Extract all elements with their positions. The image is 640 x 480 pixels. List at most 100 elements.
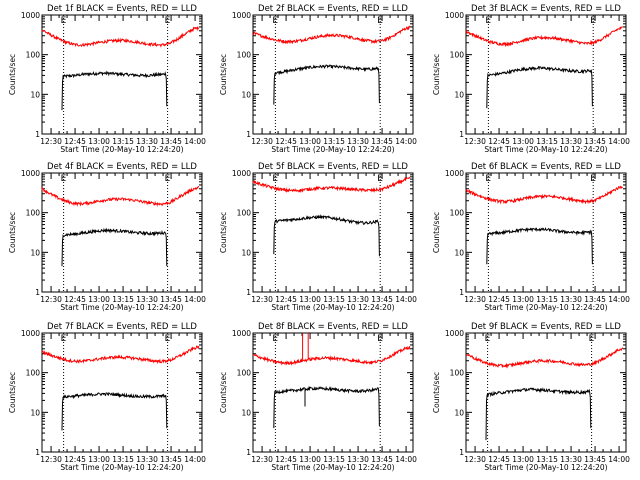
y-axis-label: Counts/sec: [432, 372, 441, 413]
x-tick-label: 13:30: [136, 455, 158, 464]
x-tick-label: 13:45: [160, 295, 182, 304]
panel-det-2: Det 2f BLACK = Events, RED = LLD 1 10 100 10…: [219, 4, 417, 154]
y-tick-label: 1000: [232, 169, 251, 178]
series-events-line: [486, 227, 593, 265]
x-tick-label: 14:00: [184, 295, 206, 304]
panel-det-3: Det 3f BLACK = Events, RED = LLD 1 10 100 10…: [432, 4, 630, 154]
y-tick-label: 100: [450, 51, 465, 60]
panel-det-8: Det 8f BLACK = Events, RED = LLD 1 10 100 10…: [219, 322, 417, 472]
x-tick-label: 12:45: [275, 137, 297, 146]
x-tick-label: 13:45: [160, 137, 182, 146]
plot-frame: [252, 332, 414, 453]
y-tick-label: 100: [26, 369, 41, 378]
panel-title: Det 2f BLACK = Events, RED = LLD: [258, 4, 408, 14]
x-tick-label: 12:30: [40, 455, 62, 464]
y-tick-label: 1000: [21, 329, 40, 338]
plot-frame: [465, 332, 627, 453]
x-tick-label: 14:00: [395, 455, 417, 464]
x-axis-label: Start Time (20-May-10 12:24:20): [271, 303, 394, 312]
y-tick-label: 1000: [232, 11, 251, 20]
x-axis-label: Start Time (20-May-10 12:24:20): [60, 145, 183, 154]
x-tick-label: 13:30: [347, 295, 369, 304]
x-tick-label: 13:00: [512, 455, 534, 464]
x-tick-label: 13:00: [512, 295, 534, 304]
series-lld-line: [41, 345, 200, 365]
x-tick-label: 13:00: [512, 137, 534, 146]
y-tick-label: 1: [246, 448, 251, 457]
series-events-line: [61, 227, 168, 267]
series-events-line: [273, 385, 380, 429]
x-tick-label: 13:15: [536, 455, 558, 464]
series-events-line: [273, 64, 380, 105]
x-tick-label: 14:00: [184, 137, 206, 146]
x-tick-label: 13:45: [371, 137, 393, 146]
y-tick-label: 1: [246, 288, 251, 297]
event-marker-label: E: [272, 16, 278, 26]
x-axis-label: Start Time (20-May-10 12:24:20): [484, 303, 607, 312]
event-marker-label: E: [61, 174, 67, 184]
event-marker-label: E: [165, 334, 171, 344]
panel-title: Det 3f BLACK = Events, RED = LLD: [471, 4, 621, 14]
plot-frame: [41, 332, 203, 453]
panel-title: Det 1f BLACK = Events, RED = LLD: [47, 4, 197, 14]
series-lld-line: [465, 26, 623, 48]
x-tick-label: 12:45: [64, 455, 86, 464]
x-tick-label: 13:15: [536, 137, 558, 146]
x-tick-label: 12:30: [251, 295, 273, 304]
y-tick-label: 100: [450, 369, 465, 378]
plot-frame: [41, 172, 203, 293]
panel-det-5: Det 5f BLACK = Events, RED = LLD 1 10 100 10…: [219, 162, 417, 312]
y-tick-label: 100: [237, 369, 252, 378]
plot-frame: [41, 14, 203, 135]
series-events-line: [61, 391, 168, 431]
event-marker-label: E: [485, 334, 491, 344]
series-events-line: [61, 70, 168, 111]
x-tick-label: 12:30: [40, 295, 62, 304]
x-tick-label: 13:00: [88, 137, 110, 146]
x-tick-label: 14:00: [395, 137, 417, 146]
y-tick-label: 100: [237, 209, 252, 218]
x-tick-label: 13:45: [371, 295, 393, 304]
x-tick-label: 13:00: [299, 455, 321, 464]
y-axis-label: Counts/sec: [219, 54, 228, 95]
y-tick-label: 1: [459, 448, 464, 457]
x-tick-label: 13:15: [323, 295, 345, 304]
event-marker-label: E: [272, 334, 278, 344]
x-tick-label: 13:45: [584, 295, 606, 304]
x-tick-label: 12:45: [64, 137, 86, 146]
series-events-line: [486, 65, 593, 109]
panel-det-4: Det 4f BLACK = Events, RED = LLD 1 10 100 10…: [8, 162, 206, 312]
y-tick-label: 1: [459, 288, 464, 297]
x-tick-label: 13:30: [560, 137, 582, 146]
x-tick-label: 13:45: [584, 137, 606, 146]
series-lld-line: [465, 347, 624, 369]
series-events-line: [485, 387, 592, 441]
x-tick-label: 13:30: [136, 295, 158, 304]
x-axis-label: Start Time (20-May-10 12:24:20): [60, 463, 183, 472]
panel-title: Det 7f BLACK = Events, RED = LLD: [47, 322, 197, 332]
plot-frame: [465, 172, 627, 293]
y-axis-label: Counts/sec: [8, 54, 17, 95]
y-tick-label: 100: [450, 209, 465, 218]
event-marker-label: E: [377, 16, 383, 26]
x-tick-label: 13:15: [112, 455, 134, 464]
x-tick-label: 13:15: [536, 295, 558, 304]
event-marker-label: E: [61, 16, 67, 26]
panel-det-1: Det 1f BLACK = Events, RED = LLD 1 10 100 10…: [8, 4, 206, 154]
x-tick-label: 13:30: [560, 295, 582, 304]
x-tick-label: 12:30: [251, 137, 273, 146]
x-tick-label: 13:45: [371, 455, 393, 464]
y-tick-label: 10: [30, 408, 40, 417]
x-axis-label: Start Time (20-May-10 12:24:20): [484, 463, 607, 472]
y-tick-label: 10: [30, 90, 40, 99]
x-tick-label: 12:45: [488, 455, 510, 464]
x-tick-label: 13:15: [112, 295, 134, 304]
y-tick-label: 1: [35, 130, 40, 139]
plot-frame: [252, 14, 414, 135]
y-axis-label: Counts/sec: [432, 54, 441, 95]
x-axis-label: Start Time (20-May-10 12:24:20): [271, 145, 394, 154]
x-tick-label: 13:45: [584, 455, 606, 464]
x-tick-label: 13:30: [347, 455, 369, 464]
x-tick-label: 13:00: [299, 295, 321, 304]
